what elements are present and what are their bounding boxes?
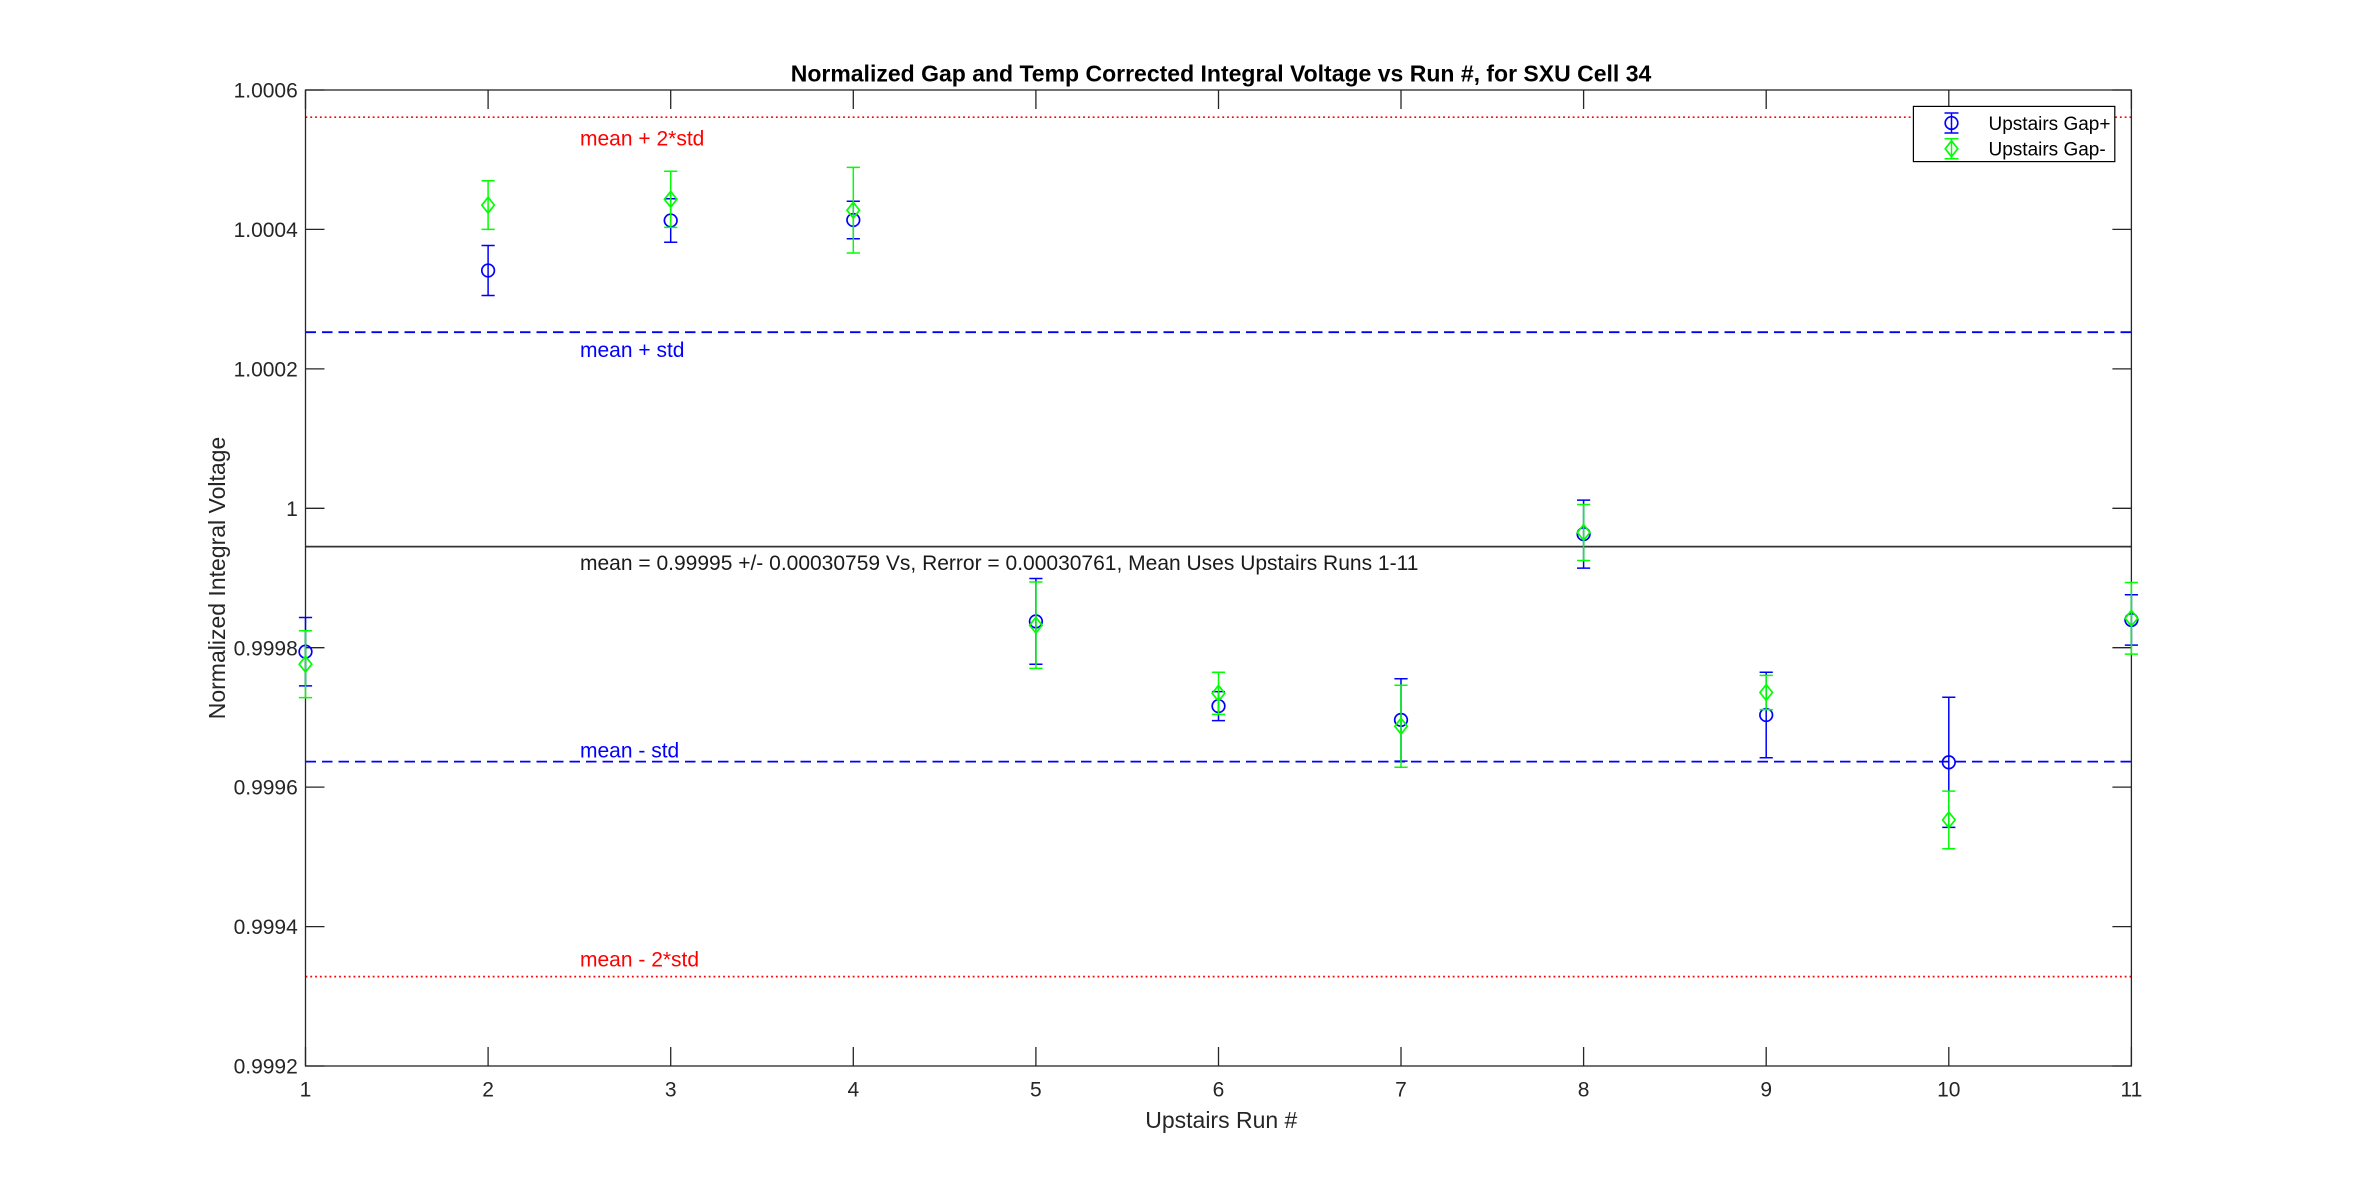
- svg-text:4: 4: [847, 1079, 859, 1102]
- svg-text:9: 9: [1760, 1079, 1772, 1102]
- svg-text:1.0006: 1.0006: [234, 80, 298, 103]
- svg-text:mean + 2*std: mean + 2*std: [580, 128, 704, 151]
- svg-text:1: 1: [300, 1079, 312, 1102]
- svg-text:mean - 2*std: mean - 2*std: [580, 949, 699, 972]
- svg-text:Normalized Gap and Temp Correc: Normalized Gap and Temp Corrected Integr…: [791, 61, 1652, 87]
- svg-text:2: 2: [482, 1079, 494, 1102]
- svg-text:0.9994: 0.9994: [234, 916, 299, 939]
- svg-text:0.9992: 0.9992: [234, 1056, 298, 1079]
- svg-text:Normalized Integral Voltage: Normalized Integral Voltage: [204, 437, 230, 720]
- svg-text:7: 7: [1395, 1079, 1407, 1102]
- svg-text:Upstairs Gap+: Upstairs Gap+: [1989, 114, 2111, 135]
- svg-text:0.9996: 0.9996: [234, 777, 298, 800]
- svg-text:6: 6: [1213, 1079, 1225, 1102]
- svg-text:1: 1: [286, 498, 298, 521]
- svg-text:1.0002: 1.0002: [234, 359, 298, 382]
- svg-text:Upstairs Run #: Upstairs Run #: [1145, 1107, 1297, 1133]
- svg-text:11: 11: [2120, 1079, 2142, 1102]
- svg-text:3: 3: [665, 1079, 677, 1102]
- svg-text:mean = 0.99995 +/- 0.00030759: mean = 0.99995 +/- 0.00030759 Vs, Rerror…: [580, 552, 1418, 575]
- svg-text:5: 5: [1030, 1079, 1042, 1102]
- svg-text:8: 8: [1578, 1079, 1590, 1102]
- svg-text:0.9998: 0.9998: [234, 637, 298, 660]
- svg-text:mean + std: mean + std: [580, 339, 684, 362]
- svg-text:1.0004: 1.0004: [234, 219, 299, 242]
- svg-text:Upstairs Gap-: Upstairs Gap-: [1989, 140, 2106, 161]
- svg-text:mean - std: mean - std: [580, 740, 679, 763]
- svg-text:10: 10: [1937, 1079, 1960, 1102]
